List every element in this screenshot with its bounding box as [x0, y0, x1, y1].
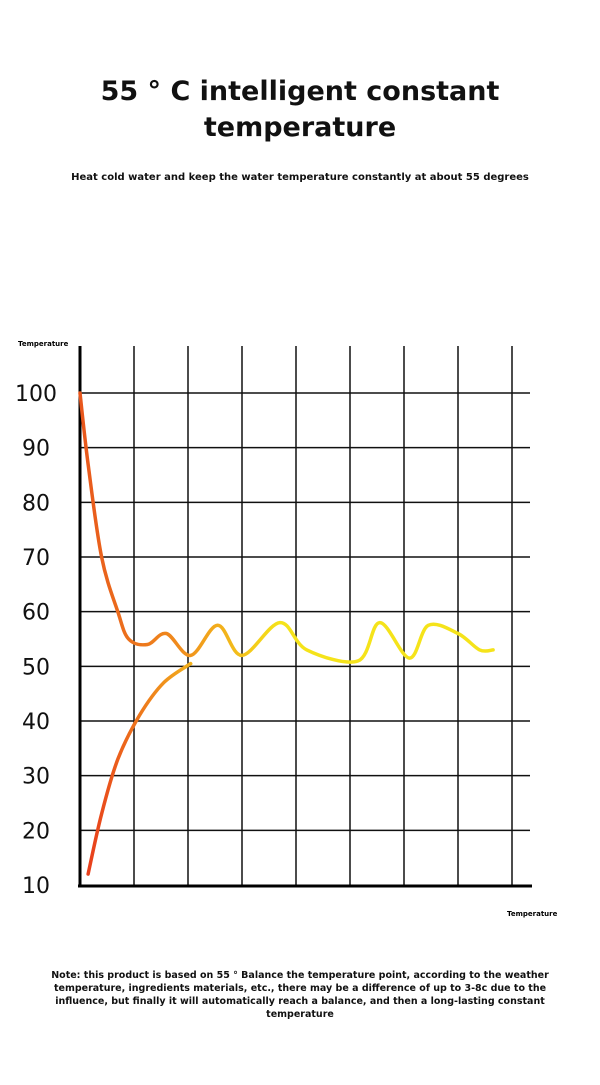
chart-axes — [78, 346, 532, 888]
series-line-2 — [86, 661, 193, 876]
page-subtitle: Heat cold water and keep the water tempe… — [71, 172, 529, 183]
y-axis-label: Temperature — [18, 340, 69, 348]
y-tick-50: 50 — [22, 655, 50, 680]
temperature-chart: 100 90 80 70 60 50 40 30 20 10 Temperature Temper… — [15, 340, 558, 918]
y-tick-70: 70 — [22, 546, 50, 571]
y-tick-labels: 100 90 80 70 60 50 40 30 20 10 — [15, 382, 57, 899]
y-tick-60: 60 — [22, 601, 50, 626]
y-tick-90: 90 — [22, 437, 50, 462]
y-tick-10: 10 — [22, 874, 50, 899]
series-line-1 — [78, 391, 495, 664]
chart-grid — [80, 346, 530, 886]
y-tick-100: 100 — [15, 382, 57, 407]
title-line-2: temperature — [203, 112, 397, 143]
y-tick-30: 30 — [22, 765, 50, 790]
y-tick-40: 40 — [22, 710, 50, 735]
x-axis-label: Temperature — [507, 910, 558, 918]
y-tick-20: 20 — [22, 819, 50, 844]
title-line-1: 55 ° C intelligent constant — [100, 76, 500, 107]
footer-note: Note: this product is based on 55 ° Bala… — [51, 970, 549, 1020]
series-lines — [78, 391, 495, 876]
page-title: 55 ° C intelligent constant temperature — [0, 74, 600, 146]
y-tick-80: 80 — [22, 491, 50, 516]
